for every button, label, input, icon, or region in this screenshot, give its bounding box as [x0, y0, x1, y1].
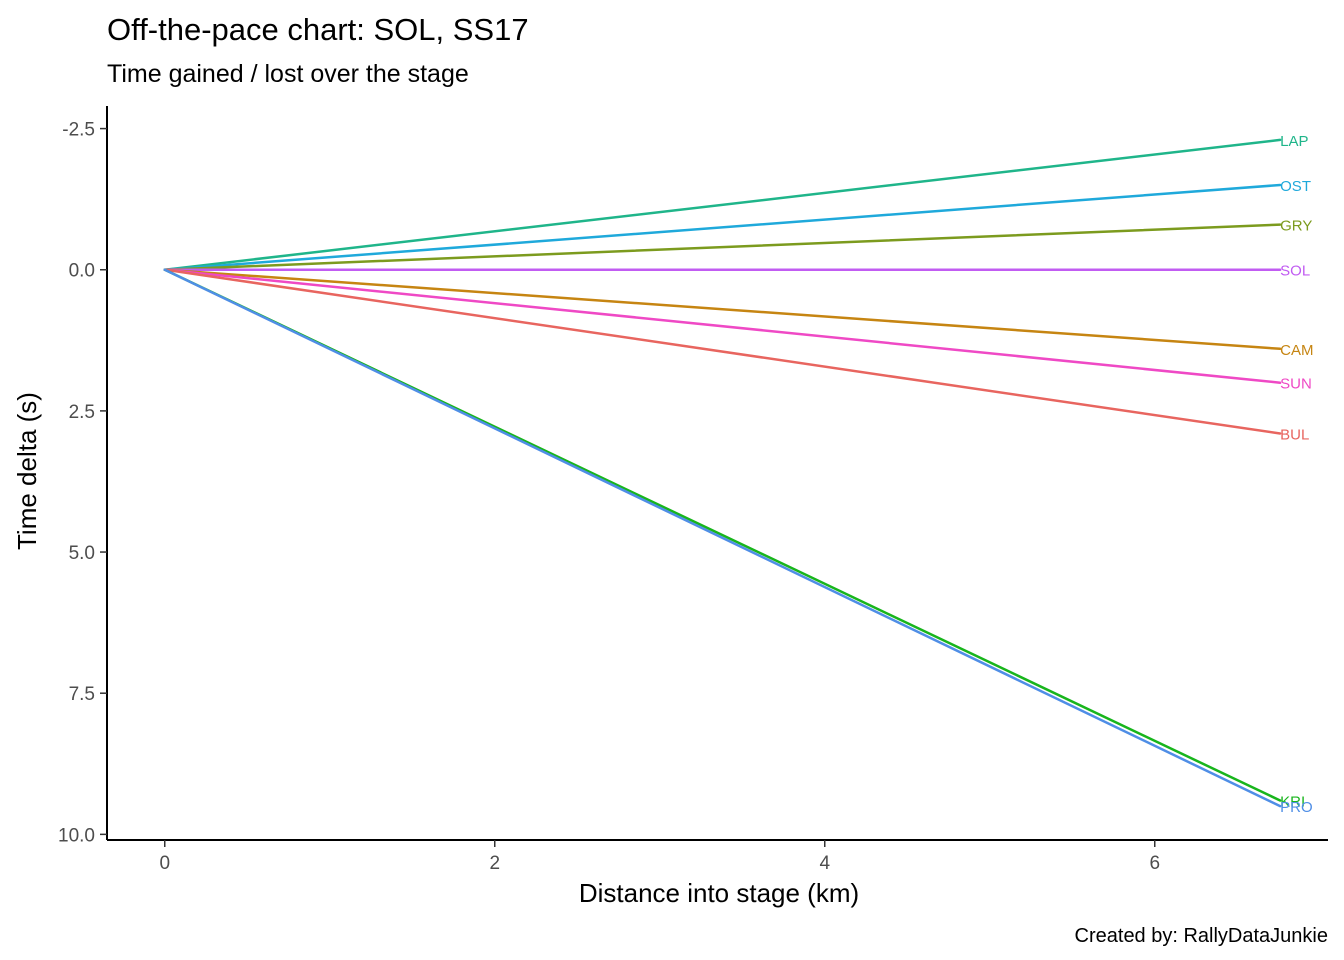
- series-line-lap: [163, 138, 1282, 271]
- y-axis-ticks: -2.5 0.0 2.5 5.0 7.5 10.0: [58, 120, 107, 846]
- series-label-ost: OST: [1280, 178, 1311, 195]
- x-tick-label: 0: [159, 853, 170, 874]
- x-axis-title: Distance into stage (km): [579, 878, 859, 908]
- y-tick-label: 5.0: [69, 543, 95, 564]
- series-line-cam: [163, 268, 1282, 351]
- series-label-gry: GRY: [1280, 218, 1312, 235]
- series-line-ost: [163, 183, 1282, 271]
- chart-subtitle: Time gained / lost over the stage: [107, 60, 469, 88]
- x-tick-label: 4: [819, 853, 830, 874]
- series-label-sun: SUN: [1280, 376, 1312, 393]
- series-label-sol: SOL: [1280, 263, 1310, 280]
- y-tick-label: 10.0: [58, 825, 95, 846]
- series-label-cam: CAM: [1280, 342, 1313, 359]
- chart-title: Off-the-pace chart: SOL, SS17: [107, 12, 529, 47]
- y-axis-title: Time delta (s): [12, 392, 42, 550]
- series-label-kri: KRI: [1280, 793, 1305, 810]
- series-line-sun: [163, 268, 1282, 384]
- x-axis-ticks: 0 2 4 6: [159, 840, 1160, 874]
- y-tick-label: -2.5: [62, 120, 95, 141]
- y-tick-label: 2.5: [69, 402, 95, 423]
- series-line-pro: [163, 268, 1282, 808]
- series-label-lap: LAP: [1280, 133, 1308, 150]
- series-line-gry: [163, 223, 1282, 271]
- x-tick-label: 2: [489, 853, 500, 874]
- series-label-bul: BUL: [1280, 426, 1309, 443]
- chart-caption: Created by: RallyDataJunkie: [1075, 925, 1328, 947]
- series-lines: [163, 138, 1282, 808]
- x-tick-label: 6: [1149, 853, 1160, 874]
- y-tick-label: 7.5: [69, 684, 95, 705]
- series-label-pro: PRO: [1280, 799, 1313, 816]
- y-tick-label: 0.0: [69, 261, 95, 282]
- series-line-bul: [163, 268, 1282, 435]
